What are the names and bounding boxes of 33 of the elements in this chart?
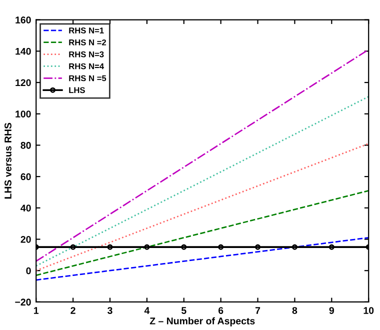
y-tick-label: 20 [20,236,31,243]
x-tick-label: 9 [329,307,334,314]
legend-label: RHS N=4 [69,63,104,70]
line-series [36,236,369,281]
line-series [36,96,369,267]
y-tick-label: 80 [20,142,31,149]
x-tick-label: 6 [218,307,224,314]
y-tick-label: −20 [15,298,31,306]
line-series [36,190,369,276]
x-axis-title: Z – Number of Aspects [150,317,255,326]
x-tick-label: 7 [255,307,260,314]
x-tick-label: 5 [181,307,186,314]
legend-label: RHS N =5 [69,75,106,82]
x-tick-label: 4 [144,307,150,314]
line-series [36,142,369,272]
y-tick-label: 160 [16,16,31,24]
x-tick-label: 2 [70,307,76,314]
y-tick-label: 100 [16,110,31,118]
legend-label: LHS [69,87,85,94]
y-tick-label: 0 [26,267,31,274]
y-tick-label: 120 [16,79,31,86]
y-axis-title: LHS versus RHS [4,122,12,199]
line-series [36,48,369,262]
x-tick-label: 10 [364,307,374,314]
x-tick-label: 3 [108,307,112,314]
y-tick-label: 60 [20,173,31,180]
legend-label: RHS N=1 [69,28,104,34]
y-tick-label: 40 [20,204,31,212]
legend-label: RHS N=3 [69,51,104,58]
y-tick-label: 140 [16,48,31,55]
x-tick-label: 1 [34,307,39,314]
legend-label: RHS N =2 [69,39,106,46]
x-tick-label: 8 [292,307,298,314]
